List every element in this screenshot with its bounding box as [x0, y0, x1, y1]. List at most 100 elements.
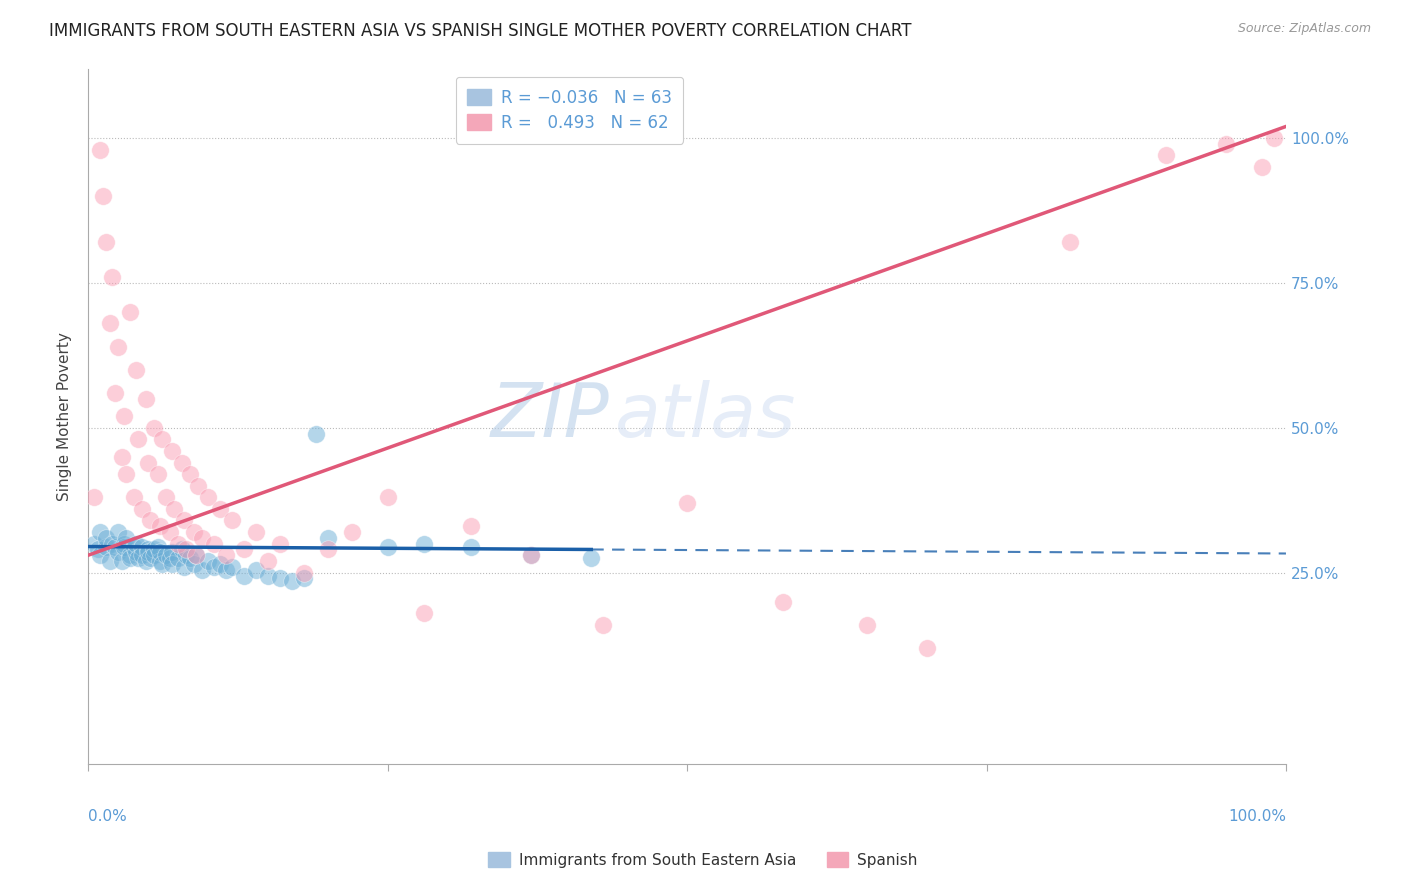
Point — [191, 531, 214, 545]
Point — [159, 524, 181, 539]
Point — [340, 524, 363, 539]
Point — [187, 479, 209, 493]
Y-axis label: Single Mother Poverty: Single Mother Poverty — [58, 332, 72, 500]
Point — [1263, 131, 1285, 145]
Point — [120, 551, 142, 566]
Point — [256, 554, 278, 568]
Legend: R = −0.036   N = 63, R =   0.493   N = 62: R = −0.036 N = 63, R = 0.493 N = 62 — [456, 77, 683, 144]
Point — [146, 467, 169, 482]
Point — [460, 540, 482, 554]
Point — [183, 524, 205, 539]
Point — [131, 548, 153, 562]
Point — [111, 554, 134, 568]
Point — [136, 545, 159, 559]
Point — [232, 568, 254, 582]
Point — [107, 524, 129, 539]
Text: 100.0%: 100.0% — [1227, 809, 1286, 824]
Point — [215, 563, 238, 577]
Point — [160, 545, 183, 559]
Point — [103, 386, 125, 401]
Text: 0.0%: 0.0% — [89, 809, 127, 824]
Point — [152, 557, 174, 571]
Point — [94, 531, 117, 545]
Point — [125, 536, 148, 550]
Point — [143, 548, 166, 562]
Point — [136, 456, 159, 470]
Point — [91, 189, 114, 203]
Point — [120, 305, 142, 319]
Point — [1059, 235, 1081, 250]
Point — [305, 426, 328, 441]
Point — [316, 531, 339, 545]
Point — [143, 542, 166, 557]
Point — [125, 363, 148, 377]
Point — [89, 548, 111, 562]
Point — [232, 542, 254, 557]
Point — [173, 559, 195, 574]
Point — [245, 563, 267, 577]
Point — [87, 542, 110, 557]
Point — [183, 557, 205, 571]
Point — [98, 317, 121, 331]
Point — [103, 540, 125, 554]
Point — [112, 409, 135, 424]
Point — [412, 536, 434, 550]
Point — [83, 536, 105, 550]
Point — [772, 594, 794, 608]
Point — [676, 496, 699, 510]
Point — [143, 421, 166, 435]
Point — [159, 551, 181, 566]
Point — [167, 536, 190, 550]
Point — [131, 502, 153, 516]
Point — [112, 536, 135, 550]
Point — [316, 542, 339, 557]
Point — [1154, 148, 1177, 162]
Point — [83, 491, 105, 505]
Point — [149, 554, 172, 568]
Point — [125, 545, 148, 559]
Point — [191, 563, 214, 577]
Point — [139, 513, 162, 527]
Point — [107, 340, 129, 354]
Point — [855, 617, 877, 632]
Point — [135, 554, 157, 568]
Point — [292, 566, 315, 580]
Point — [112, 540, 135, 554]
Point — [155, 548, 177, 562]
Point — [179, 467, 201, 482]
Point — [120, 548, 142, 562]
Point — [202, 559, 225, 574]
Point — [127, 433, 149, 447]
Point — [179, 551, 201, 566]
Point — [520, 548, 543, 562]
Point — [197, 491, 219, 505]
Point — [269, 571, 291, 585]
Point — [221, 513, 243, 527]
Text: Source: ZipAtlas.com: Source: ZipAtlas.com — [1237, 22, 1371, 36]
Point — [377, 491, 399, 505]
Point — [256, 568, 278, 582]
Point — [127, 551, 149, 566]
Point — [149, 545, 172, 559]
Point — [377, 540, 399, 554]
Point — [245, 524, 267, 539]
Point — [170, 542, 193, 557]
Point — [460, 519, 482, 533]
Point — [101, 536, 124, 550]
Point — [197, 554, 219, 568]
Point — [89, 143, 111, 157]
Point — [292, 571, 315, 585]
Point — [915, 640, 938, 655]
Point — [167, 551, 190, 566]
Point — [115, 531, 138, 545]
Point — [221, 559, 243, 574]
Point — [269, 536, 291, 550]
Text: atlas: atlas — [616, 380, 797, 452]
Point — [173, 513, 195, 527]
Point — [98, 554, 121, 568]
Point — [160, 557, 183, 571]
Point — [115, 467, 138, 482]
Point — [520, 548, 543, 562]
Legend: Immigrants from South Eastern Asia, Spanish: Immigrants from South Eastern Asia, Span… — [482, 846, 924, 873]
Point — [281, 574, 304, 589]
